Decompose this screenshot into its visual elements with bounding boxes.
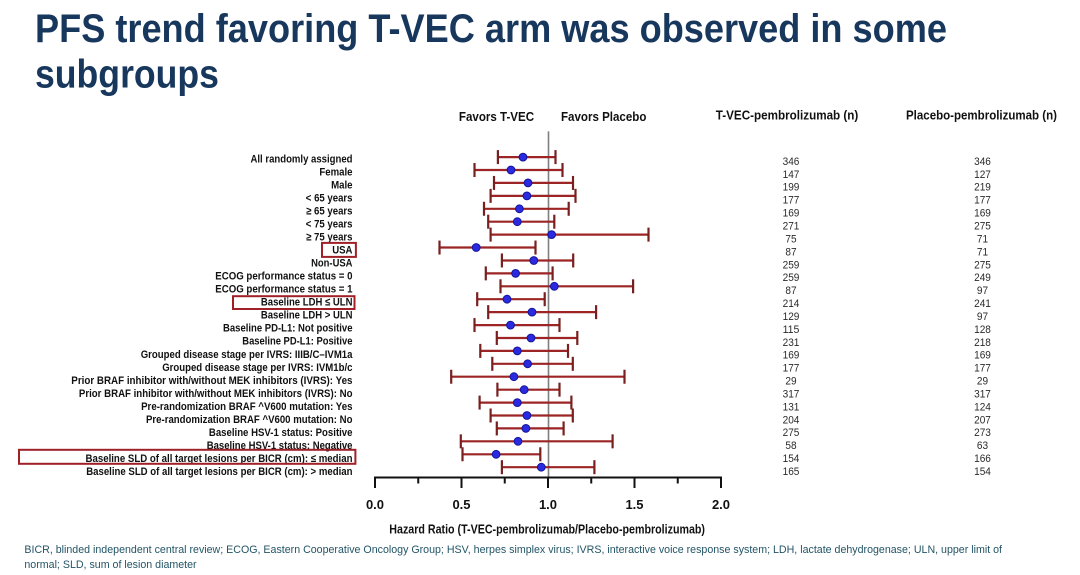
svg-text:204: 204 bbox=[783, 414, 800, 426]
svg-text:< 65 years: < 65 years bbox=[306, 192, 353, 204]
svg-text:≥ 65 years: ≥ 65 years bbox=[306, 205, 352, 217]
svg-text:< 75 years: < 75 years bbox=[306, 218, 353, 230]
svg-text:63: 63 bbox=[977, 440, 988, 452]
svg-text:≥ 75 years: ≥ 75 years bbox=[306, 232, 352, 244]
svg-text:317: 317 bbox=[974, 389, 991, 401]
svg-text:Pre-randomization BRAF ^V600 m: Pre-randomization BRAF ^V600 mutation: Y… bbox=[141, 401, 352, 413]
svg-text:271: 271 bbox=[783, 221, 800, 233]
svg-text:Baseline SLD of all target les: Baseline SLD of all target lesions per B… bbox=[86, 453, 353, 465]
svg-text:346: 346 bbox=[974, 156, 991, 168]
svg-text:169: 169 bbox=[783, 350, 800, 362]
svg-text:Prior BRAF inhibitor with/with: Prior BRAF inhibitor with/without MEK in… bbox=[71, 375, 352, 387]
svg-text:127: 127 bbox=[974, 169, 991, 181]
svg-text:177: 177 bbox=[783, 195, 800, 207]
svg-text:259: 259 bbox=[783, 272, 800, 284]
svg-text:Placebo-pembrolizumab (n): Placebo-pembrolizumab (n) bbox=[906, 108, 1057, 123]
svg-text:219: 219 bbox=[974, 182, 991, 194]
svg-text:275: 275 bbox=[974, 221, 991, 233]
svg-text:259: 259 bbox=[783, 259, 800, 271]
svg-text:218: 218 bbox=[974, 337, 991, 349]
svg-text:71: 71 bbox=[977, 246, 988, 258]
svg-text:214: 214 bbox=[783, 298, 800, 310]
svg-text:T-VEC-pembrolizumab (n): T-VEC-pembrolizumab (n) bbox=[716, 108, 859, 123]
svg-text:275: 275 bbox=[974, 259, 991, 271]
svg-text:131: 131 bbox=[783, 401, 800, 413]
svg-text:169: 169 bbox=[974, 350, 991, 362]
svg-text:Prior BRAF inhibitor with/with: Prior BRAF inhibitor with/without MEK in… bbox=[79, 388, 353, 400]
svg-text:ECOG performance status = 0: ECOG performance status = 0 bbox=[215, 271, 352, 283]
svg-text:177: 177 bbox=[783, 363, 800, 375]
svg-text:273: 273 bbox=[974, 427, 991, 439]
svg-text:58: 58 bbox=[785, 440, 796, 452]
svg-text:1.0: 1.0 bbox=[539, 497, 557, 512]
svg-text:Baseline PD-L1: Positive: Baseline PD-L1: Positive bbox=[242, 336, 352, 348]
svg-text:317: 317 bbox=[783, 389, 800, 401]
svg-text:71: 71 bbox=[977, 233, 988, 245]
svg-text:Baseline LDH > ULN: Baseline LDH > ULN bbox=[261, 310, 353, 322]
svg-text:346: 346 bbox=[783, 156, 800, 168]
svg-text:169: 169 bbox=[974, 208, 991, 220]
svg-text:29: 29 bbox=[785, 376, 796, 388]
svg-text:115: 115 bbox=[783, 324, 800, 336]
svg-text:154: 154 bbox=[974, 466, 991, 478]
svg-text:249: 249 bbox=[974, 272, 991, 284]
svg-text:87: 87 bbox=[785, 285, 796, 297]
svg-text:All randomly assigned: All randomly assigned bbox=[251, 153, 353, 165]
svg-text:subgroups: subgroups bbox=[35, 52, 219, 96]
svg-text:97: 97 bbox=[977, 311, 988, 323]
svg-text:1.5: 1.5 bbox=[625, 497, 643, 512]
svg-text:199: 199 bbox=[783, 182, 800, 194]
svg-text:Baseline SLD of all target les: Baseline SLD of all target lesions per B… bbox=[86, 466, 353, 478]
svg-text:Non-USA: Non-USA bbox=[311, 258, 352, 270]
svg-text:129: 129 bbox=[783, 311, 800, 323]
svg-text:Hazard Ratio (T-VEC-pembrolizu: Hazard Ratio (T-VEC-pembrolizumab/Placeb… bbox=[389, 522, 705, 536]
svg-text:USA: USA bbox=[332, 245, 352, 257]
svg-text:75: 75 bbox=[785, 233, 796, 245]
svg-text:normal; SLD, sum of lesion dia: normal; SLD, sum of lesion diameter bbox=[24, 559, 197, 571]
svg-text:97: 97 bbox=[977, 285, 988, 297]
svg-text:0.5: 0.5 bbox=[452, 497, 470, 512]
svg-text:87: 87 bbox=[785, 246, 796, 258]
svg-text:275: 275 bbox=[783, 427, 800, 439]
svg-text:ECOG performance status = 1: ECOG performance status = 1 bbox=[215, 284, 352, 296]
svg-text:231: 231 bbox=[783, 337, 800, 349]
svg-text:241: 241 bbox=[974, 298, 991, 310]
svg-text:Favors Placebo: Favors Placebo bbox=[561, 109, 646, 124]
svg-text:Male: Male bbox=[331, 179, 352, 191]
svg-text:PFS trend favoring T-VEC arm w: PFS trend favoring T-VEC arm was observe… bbox=[35, 7, 947, 51]
svg-text:169: 169 bbox=[783, 208, 800, 220]
svg-text:147: 147 bbox=[783, 169, 800, 181]
svg-text:Grouped disease stage per IVRS: Grouped disease stage per IVRS: IVM1b/c bbox=[162, 362, 352, 374]
svg-text:207: 207 bbox=[974, 414, 991, 426]
svg-text:Favors T-VEC: Favors T-VEC bbox=[459, 109, 535, 124]
svg-text:Baseline LDH ≤ ULN: Baseline LDH ≤ ULN bbox=[261, 297, 353, 309]
svg-text:177: 177 bbox=[974, 363, 991, 375]
svg-text:29: 29 bbox=[977, 376, 988, 388]
svg-text:128: 128 bbox=[974, 324, 991, 336]
svg-text:2.0: 2.0 bbox=[712, 497, 730, 512]
svg-text:Baseline PD-L1: Not positive: Baseline PD-L1: Not positive bbox=[223, 323, 353, 335]
svg-text:BICR, blinded independent cent: BICR, blinded independent central review… bbox=[24, 544, 1003, 556]
svg-text:166: 166 bbox=[974, 453, 991, 465]
svg-text:Female: Female bbox=[319, 166, 352, 178]
svg-text:177: 177 bbox=[974, 195, 991, 207]
svg-text:154: 154 bbox=[783, 453, 800, 465]
svg-text:Pre-randomization BRAF ^V600 m: Pre-randomization BRAF ^V600 mutation: N… bbox=[146, 414, 353, 426]
svg-text:Grouped disease stage per IVRS: Grouped disease stage per IVRS: IIIB/C–I… bbox=[141, 349, 354, 361]
svg-text:165: 165 bbox=[783, 466, 800, 478]
svg-text:Baseline HSV-1 status: Positiv: Baseline HSV-1 status: Positive bbox=[209, 427, 353, 439]
svg-text:0.0: 0.0 bbox=[366, 497, 384, 512]
svg-text:124: 124 bbox=[974, 401, 991, 413]
